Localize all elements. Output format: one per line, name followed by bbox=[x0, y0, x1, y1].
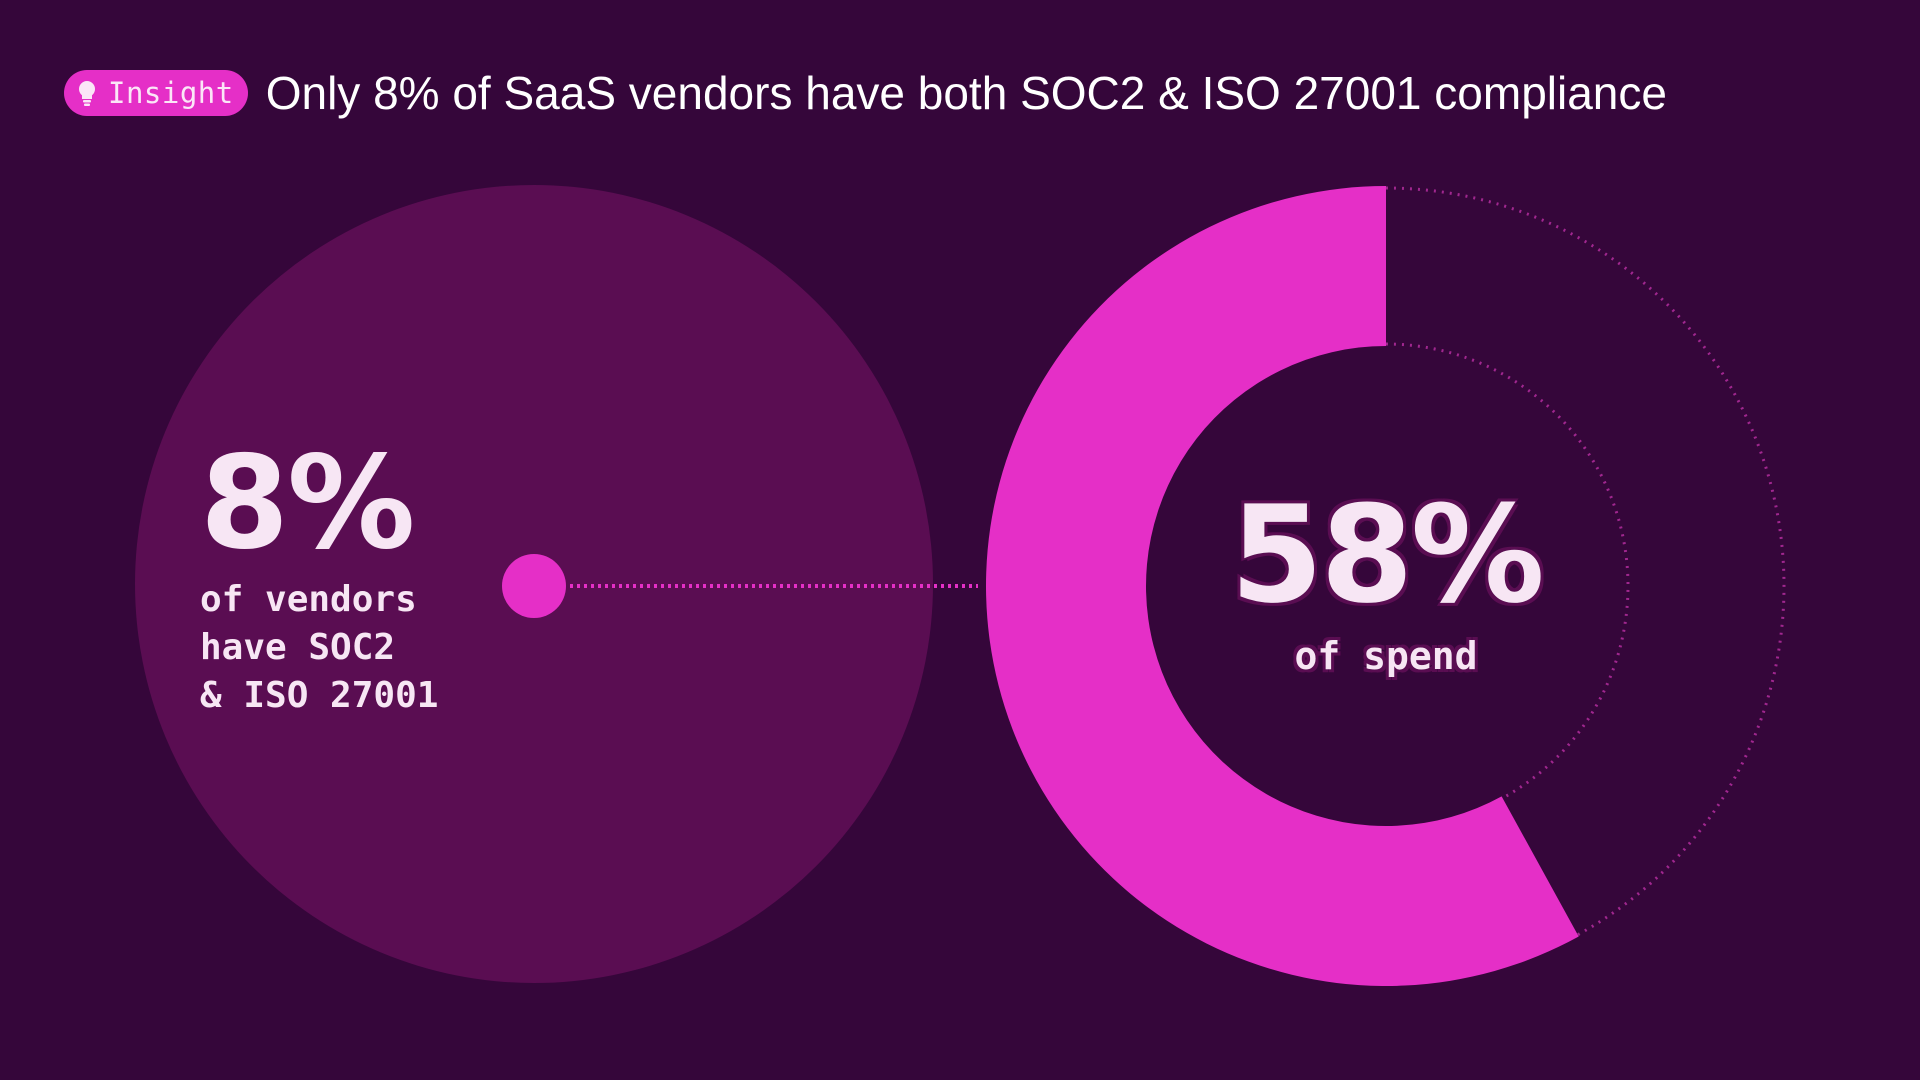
inner-dotted-arc bbox=[1385, 342, 1630, 800]
badge-label: Insight bbox=[108, 76, 234, 110]
header: Insight Only 8% of SaaS vendors have bot… bbox=[64, 66, 1667, 120]
lightbulb-icon bbox=[76, 78, 98, 108]
vendors-stat: 8% of vendors have SOC2 & ISO 27001 bbox=[200, 440, 560, 720]
vendors-description: of vendors have SOC2 & ISO 27001 bbox=[200, 579, 439, 716]
page-title: Only 8% of SaaS vendors have both SOC2 &… bbox=[265, 67, 1667, 119]
vendors-dot bbox=[502, 554, 566, 618]
spend-stat: 58% of spend bbox=[1186, 488, 1586, 678]
vendors-percent: 8% bbox=[200, 429, 415, 578]
spend-percent: 58% bbox=[1230, 477, 1545, 633]
insight-badge: Insight bbox=[64, 70, 248, 116]
spend-description: of spend bbox=[1294, 634, 1478, 678]
spend-donut-segment bbox=[985, 186, 1579, 986]
